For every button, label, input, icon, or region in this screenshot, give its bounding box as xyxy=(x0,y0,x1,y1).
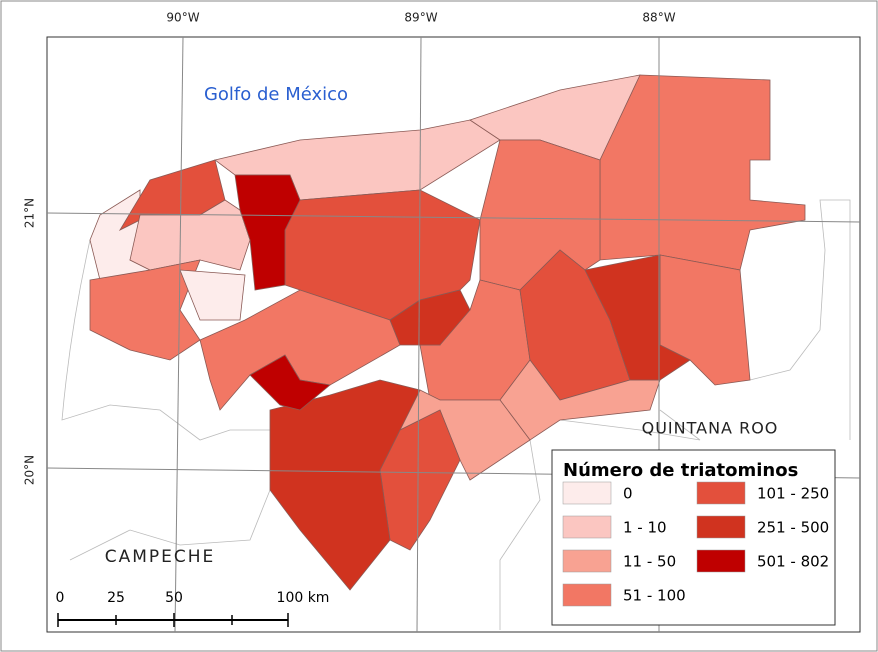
legend-title: Número de triatominos xyxy=(563,460,798,481)
legend-swatch xyxy=(562,515,612,539)
state-label: CAMPECHE xyxy=(105,547,216,567)
municipality xyxy=(129,199,251,271)
municipality xyxy=(379,409,461,551)
legend-label: 501 - 802 xyxy=(757,553,829,571)
legend-swatch xyxy=(562,583,612,607)
legend-label: 0 xyxy=(623,485,633,503)
longitude-label: 90°W xyxy=(166,11,199,25)
longitude-label: 89°W xyxy=(404,11,437,25)
neighbour-outlines xyxy=(61,199,851,630)
municipality xyxy=(389,289,471,346)
scale-bar: 0 25 50 100 km xyxy=(56,590,330,627)
scale-label: 0 xyxy=(56,590,65,606)
municipality xyxy=(179,269,246,321)
scale-label: 25 xyxy=(107,590,125,606)
state-label: QUINTANA ROO xyxy=(642,419,779,438)
legend-label: 11 - 50 xyxy=(623,553,676,571)
legend-label: 1 - 10 xyxy=(623,519,667,537)
latitude-label: 21°N xyxy=(23,198,37,228)
legend-label: 101 - 250 xyxy=(757,485,829,503)
legend-label: 51 - 100 xyxy=(623,587,686,605)
legend-swatch xyxy=(562,481,612,505)
meridian xyxy=(174,36,184,633)
longitude-label: 88°W xyxy=(642,11,675,25)
legend-swatch xyxy=(696,515,746,539)
graticule-labels: 90°W 89°W 88°W 21°N 20°N xyxy=(23,11,676,486)
parallel xyxy=(46,212,861,223)
legend: Número de triatominos 0 1 - 10 11 - 50 51 -… xyxy=(551,449,836,626)
municipalities xyxy=(89,74,806,591)
legend-swatch xyxy=(696,549,746,573)
scale-label: 100 km xyxy=(277,590,330,606)
municipality xyxy=(584,254,691,381)
scale-label: 50 xyxy=(165,590,183,606)
latitude-label: 20°N xyxy=(23,455,37,485)
sea-label: Golfo de México xyxy=(204,84,348,105)
municipality xyxy=(249,354,331,411)
municipality xyxy=(234,174,301,291)
legend-label: 251 - 500 xyxy=(757,519,829,537)
legend-swatch xyxy=(696,481,746,505)
municipality xyxy=(269,379,421,591)
legend-swatch xyxy=(562,549,612,573)
meridian xyxy=(416,36,422,633)
